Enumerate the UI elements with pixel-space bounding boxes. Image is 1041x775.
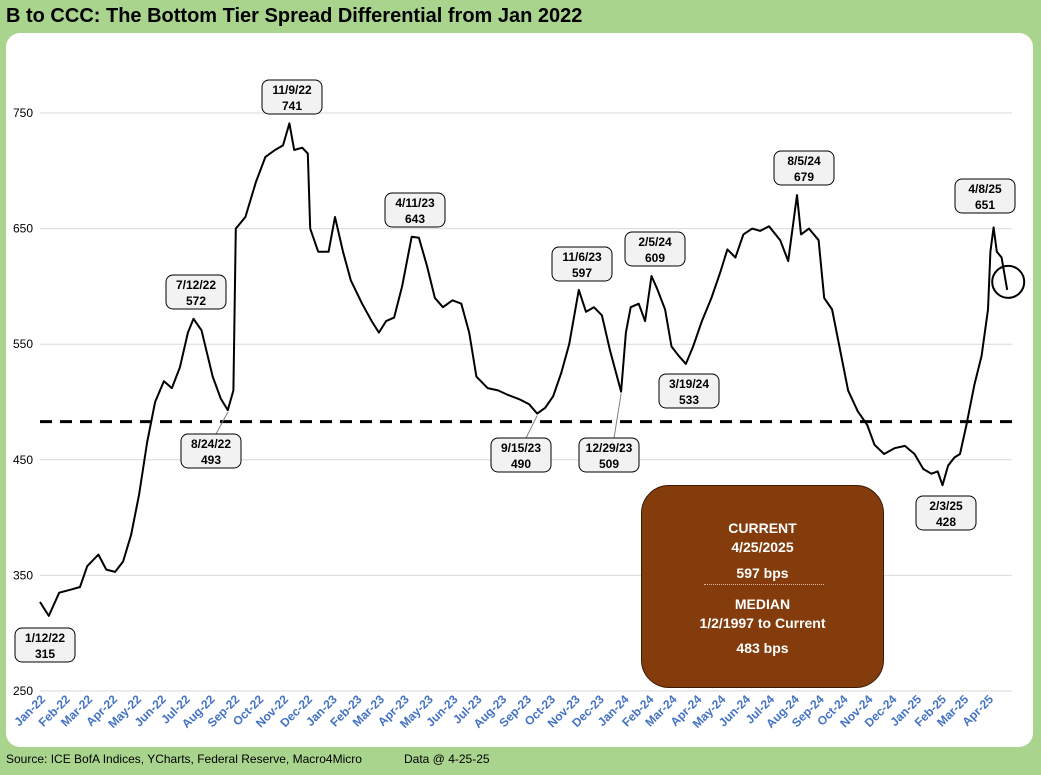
callout-date: 12/29/23 <box>586 441 633 455</box>
current-date: 4/25/2025 <box>731 539 794 555</box>
callout-date: 8/5/24 <box>787 154 821 168</box>
callout-box <box>954 178 1016 214</box>
callout-value: 315 <box>35 647 55 661</box>
callout-leader <box>215 411 229 435</box>
callout-box <box>551 246 613 282</box>
callout-box <box>578 437 640 473</box>
box-divider <box>704 584 824 585</box>
callout-date: 8/24/22 <box>191 437 231 451</box>
y-tick-label: 550 <box>13 337 33 351</box>
y-tick-label: 250 <box>13 684 33 698</box>
callout-box <box>180 433 242 469</box>
callout-value: 597 <box>572 266 592 280</box>
median-label: MEDIAN <box>734 596 791 612</box>
callout-box <box>14 627 76 663</box>
annotation-callout: 2/5/24 609 <box>624 231 686 267</box>
series-line <box>39 122 1009 617</box>
callout-date: 7/12/22 <box>176 278 216 292</box>
annotation-callout: 7/12/22 572 <box>165 274 227 310</box>
annotation-callout: 4/8/25 651 <box>954 178 1016 214</box>
callout-value: 609 <box>645 251 665 265</box>
callout-date: 2/3/25 <box>929 499 963 513</box>
current-median-box: CURRENT 4/25/2025 597 bps MEDIAN 1/2/199… <box>641 485 884 688</box>
callout-box <box>384 192 446 228</box>
callout-value: 509 <box>599 457 619 471</box>
current-value: 597 bps <box>736 565 789 581</box>
callout-value: 428 <box>936 515 956 529</box>
callout-leader <box>525 415 538 439</box>
callout-date: 3/19/24 <box>669 377 709 391</box>
callout-date: 4/11/23 <box>395 196 435 210</box>
annotation-callout: 11/6/23 597 <box>551 246 613 282</box>
annotation-callout: 9/15/23 490 <box>490 437 552 473</box>
annotation-callout: 4/11/23 643 <box>384 192 446 228</box>
y-tick-label: 350 <box>13 568 33 582</box>
median-value: 483 bps <box>736 640 789 656</box>
callout-value: 741 <box>282 99 302 113</box>
annotation-callout: 8/24/22 493 <box>180 433 242 469</box>
annotation-callout: 2/3/25 428 <box>915 495 977 531</box>
annotation-callout: 12/29/23 509 <box>578 437 640 473</box>
chart-title: B to CCC: The Bottom Tier Spread Differe… <box>6 5 583 27</box>
callout-date: 11/6/23 <box>562 250 602 264</box>
callout-value: 493 <box>201 453 221 467</box>
current-point-marker <box>991 264 1026 299</box>
callout-value: 679 <box>794 170 814 184</box>
data-date-note: Data @ 4-25-25 <box>404 752 490 766</box>
callout-box <box>624 231 686 267</box>
callout-value: 643 <box>405 212 425 226</box>
callout-box <box>773 150 835 186</box>
y-tick-label: 750 <box>13 106 33 120</box>
median-range: 1/2/1997 to Current <box>699 615 826 631</box>
callout-value: 490 <box>511 457 531 471</box>
callout-box <box>658 373 720 409</box>
callout-value: 533 <box>679 393 699 407</box>
callout-date: 1/12/22 <box>25 631 65 645</box>
callout-box <box>490 437 552 473</box>
callout-value: 651 <box>975 198 995 212</box>
callout-date: 2/5/24 <box>638 235 672 249</box>
callout-box <box>165 274 227 310</box>
callout-date: 11/9/22 <box>272 83 312 97</box>
callout-box <box>915 495 977 531</box>
annotation-callout: 3/19/24 533 <box>658 373 720 409</box>
annotation-callout: 11/9/22 741 <box>261 79 323 115</box>
annotation-callout: 8/5/24 679 <box>773 150 835 186</box>
current-label: CURRENT <box>728 520 797 536</box>
callout-value: 572 <box>186 294 206 308</box>
source-note: Source: ICE BofA Indices, YCharts, Feder… <box>6 752 362 766</box>
callout-date: 4/8/25 <box>968 182 1002 196</box>
callout-date: 9/15/23 <box>501 441 541 455</box>
y-tick-label: 450 <box>13 453 33 467</box>
annotation-callout: 1/12/22 315 <box>14 627 76 663</box>
callout-box <box>261 79 323 115</box>
y-tick-label: 650 <box>13 222 33 236</box>
callout-leader <box>613 393 622 439</box>
